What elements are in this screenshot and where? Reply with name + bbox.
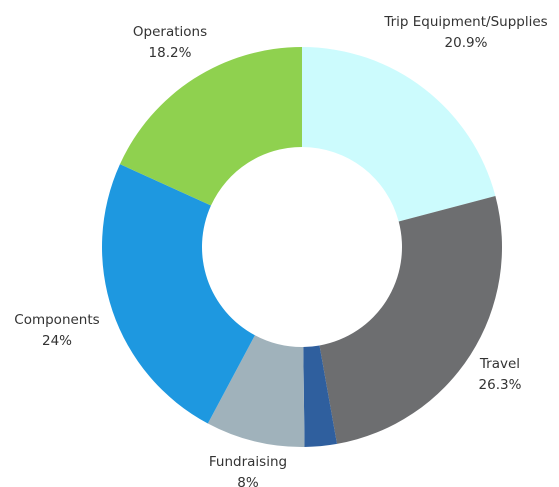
segment-value-label: 24% [42, 333, 72, 349]
segment-value-label: 8% [237, 475, 259, 487]
donut-segment [319, 196, 503, 444]
segment-value-label: 18.2% [149, 45, 192, 61]
donut-segment [207, 335, 305, 447]
segment-label: Trip Equipment/Supplies [383, 14, 547, 30]
segment-value-label: 20.9% [445, 35, 488, 51]
donut-segment [101, 164, 255, 424]
donut-segment [303, 345, 338, 447]
segment-label: Operations [133, 24, 207, 40]
segment-label: Travel [479, 356, 520, 372]
donut-segment [119, 47, 302, 206]
segment-value-label: 26.3% [479, 377, 522, 393]
donut-segment [302, 47, 496, 222]
segment-label: Components [14, 312, 99, 328]
segment-label: Fundraising [209, 454, 287, 470]
